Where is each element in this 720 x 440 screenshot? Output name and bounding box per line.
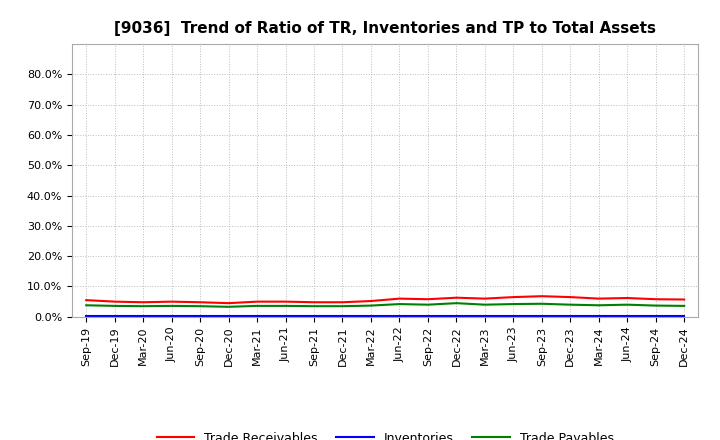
Inventories xyxy=(452,314,461,319)
Inventories xyxy=(139,314,148,319)
Trade Payables xyxy=(652,303,660,308)
Trade Receivables xyxy=(167,299,176,304)
Trade Receivables xyxy=(225,301,233,306)
Inventories xyxy=(509,314,518,319)
Trade Receivables xyxy=(423,297,432,302)
Inventories xyxy=(167,314,176,319)
Trade Receivables xyxy=(110,299,119,304)
Inventories xyxy=(395,314,404,319)
Trade Receivables xyxy=(652,297,660,302)
Inventories xyxy=(595,314,603,319)
Inventories xyxy=(225,314,233,319)
Trade Payables xyxy=(282,303,290,308)
Trade Payables xyxy=(480,302,489,307)
Trade Payables xyxy=(423,302,432,307)
Trade Receivables xyxy=(509,294,518,300)
Trade Payables xyxy=(595,303,603,308)
Inventories xyxy=(82,314,91,319)
Trade Payables xyxy=(110,303,119,308)
Inventories xyxy=(623,314,631,319)
Trade Payables xyxy=(310,304,318,309)
Inventories xyxy=(282,314,290,319)
Trade Receivables xyxy=(282,299,290,304)
Inventories xyxy=(253,314,261,319)
Trade Payables xyxy=(509,301,518,307)
Trade Receivables xyxy=(338,300,347,305)
Trade Payables xyxy=(395,301,404,307)
Inventories xyxy=(338,314,347,319)
Trade Receivables xyxy=(253,299,261,304)
Inventories xyxy=(366,314,375,319)
Trade Payables xyxy=(196,304,204,309)
Trade Payables xyxy=(82,303,91,308)
Trade Payables xyxy=(338,304,347,309)
Line: Trade Receivables: Trade Receivables xyxy=(86,296,684,303)
Trade Receivables xyxy=(395,296,404,301)
Trade Receivables xyxy=(566,294,575,300)
Trade Payables xyxy=(566,302,575,307)
Trade Payables xyxy=(623,302,631,307)
Inventories xyxy=(566,314,575,319)
Inventories xyxy=(110,314,119,319)
Inventories xyxy=(196,314,204,319)
Trade Payables xyxy=(452,301,461,306)
Inventories xyxy=(480,314,489,319)
Trade Payables xyxy=(537,301,546,306)
Trade Payables xyxy=(139,304,148,309)
Title: [9036]  Trend of Ratio of TR, Inventories and TP to Total Assets: [9036] Trend of Ratio of TR, Inventories… xyxy=(114,21,656,36)
Trade Receivables xyxy=(452,295,461,301)
Inventories xyxy=(310,314,318,319)
Trade Payables xyxy=(225,304,233,309)
Inventories xyxy=(423,314,432,319)
Legend: Trade Receivables, Inventories, Trade Payables: Trade Receivables, Inventories, Trade Pa… xyxy=(151,427,619,440)
Trade Receivables xyxy=(480,296,489,301)
Trade Receivables xyxy=(537,293,546,299)
Trade Receivables xyxy=(595,296,603,301)
Trade Receivables xyxy=(82,297,91,303)
Trade Payables xyxy=(680,303,688,308)
Trade Receivables xyxy=(366,298,375,304)
Inventories xyxy=(652,314,660,319)
Trade Receivables xyxy=(680,297,688,302)
Trade Receivables xyxy=(623,295,631,301)
Line: Trade Payables: Trade Payables xyxy=(86,303,684,307)
Trade Payables xyxy=(366,303,375,308)
Inventories xyxy=(537,314,546,319)
Trade Receivables xyxy=(139,300,148,305)
Inventories xyxy=(680,314,688,319)
Trade Receivables xyxy=(196,300,204,305)
Trade Receivables xyxy=(310,300,318,305)
Trade Payables xyxy=(167,303,176,308)
Trade Payables xyxy=(253,303,261,308)
